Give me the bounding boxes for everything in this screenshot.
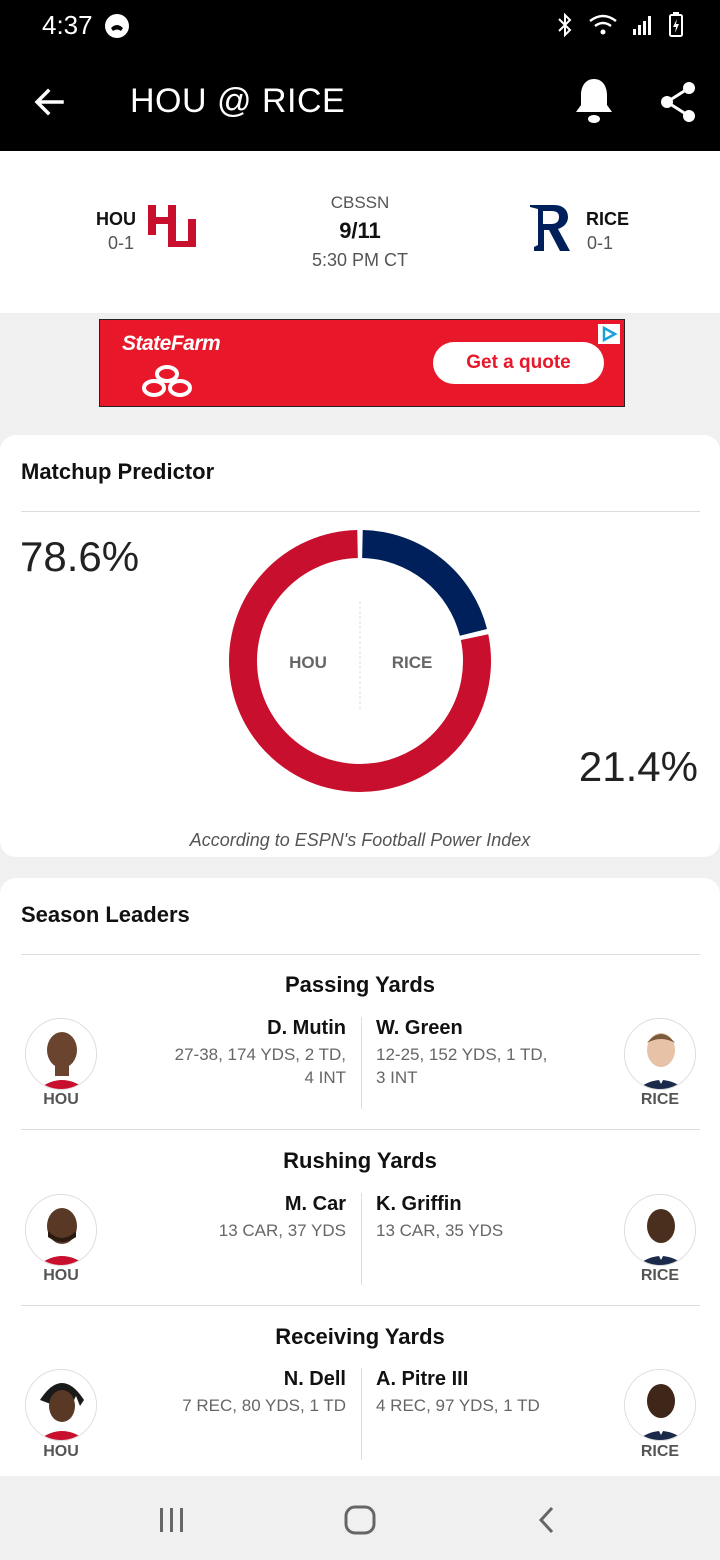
player-avatar-pitre[interactable]	[624, 1369, 696, 1441]
player-stats: 4 REC, 97 YDS, 1 TD	[376, 1396, 540, 1415]
player-avatar-car[interactable]	[25, 1194, 97, 1266]
player-team-label: HOU	[43, 1267, 79, 1284]
divider	[21, 511, 700, 512]
divider	[21, 954, 700, 955]
home-probability-arc	[361, 530, 488, 637]
home-win-pct: 21.4%	[578, 743, 698, 790]
tv-network: CBSSN	[330, 193, 390, 212]
away-team-record: 0-1	[108, 233, 135, 253]
player-team-label: RICE	[640, 1267, 680, 1284]
game-header[interactable]: HOU 0-1 CBSSN 9/11 5:30 PM CT RICE 0-1	[0, 151, 720, 313]
ad-brand: StateFarm	[122, 332, 221, 355]
status-bar: 4:37	[0, 0, 720, 52]
bell-icon[interactable]	[572, 76, 616, 126]
wifi-icon	[589, 14, 617, 35]
season-leaders-card: Season Leaders Passing Yards HOU D. Muti…	[0, 878, 720, 1476]
player-name[interactable]: K. Griffin	[376, 1193, 462, 1215]
player-name[interactable]: D. Mutin	[267, 1017, 346, 1039]
player-avatar-green[interactable]	[624, 1018, 696, 1090]
game-info: CBSSN 9/11 5:30 PM CT	[260, 193, 460, 271]
player-avatar-mutin[interactable]	[25, 1018, 97, 1090]
category-title-receiving: Receiving Yards	[275, 1324, 445, 1349]
donut-home-label: RICE	[392, 653, 433, 672]
player-stats: 7 REC, 80 YDS, 1 TD	[182, 1396, 346, 1415]
away-win-pct: 78.6%	[20, 533, 140, 580]
leader-divider	[361, 1193, 362, 1285]
bluetooth-icon	[558, 12, 572, 38]
player-stats: 12-25, 152 YDS, 1 TD, 3 INT	[376, 1045, 548, 1087]
ad-banner[interactable]: StateFarm Get a quote	[99, 319, 625, 407]
player-avatar-dell[interactable]	[25, 1369, 97, 1441]
divider	[21, 1129, 700, 1130]
recent-apps-icon[interactable]	[152, 1500, 192, 1540]
get-quote-button[interactable]: Get a quote	[433, 342, 604, 384]
game-controller-icon	[105, 14, 129, 38]
player-team-label: RICE	[640, 1443, 680, 1460]
player-avatar-griffin[interactable]	[624, 1194, 696, 1266]
fpi-note: According to ESPN's Football Power Index	[189, 830, 531, 850]
player-team-label: HOU	[43, 1443, 79, 1460]
donut-away-label: HOU	[289, 653, 327, 672]
win-probability-donut: HOU RICE	[229, 530, 491, 792]
category-title-passing: Passing Yards	[284, 972, 435, 997]
player-name[interactable]: N. Dell	[283, 1368, 346, 1390]
player-team-label: RICE	[640, 1091, 680, 1108]
system-nav-bar	[0, 1478, 720, 1560]
back-nav-icon[interactable]	[528, 1500, 568, 1540]
app-bar: HOU @ RICE	[0, 52, 720, 151]
rice-logo-icon	[530, 205, 570, 251]
category-title-rushing: Rushing Yards	[283, 1148, 437, 1173]
home-team-abbr: RICE	[586, 209, 630, 229]
game-time: 5:30 PM CT	[311, 250, 409, 270]
share-icon[interactable]	[656, 78, 700, 126]
back-arrow-icon[interactable]	[28, 80, 72, 124]
player-stats: 13 CAR, 37 YDS	[218, 1221, 346, 1240]
game-date: 9/11	[339, 218, 381, 243]
player-name[interactable]: A. Pitre III	[376, 1368, 469, 1390]
player-stats: 13 CAR, 35 YDS	[376, 1221, 504, 1240]
signal-icon	[633, 16, 651, 35]
status-icons	[556, 12, 684, 38]
leader-divider	[361, 1368, 362, 1460]
ad-choices-icon[interactable]	[598, 324, 620, 344]
status-time: 4:37	[42, 10, 93, 40]
season-leaders-title: Season Leaders	[21, 902, 190, 927]
player-team-label: HOU	[43, 1091, 79, 1108]
away-probability-arc	[229, 530, 491, 792]
home-icon[interactable]	[340, 1500, 380, 1540]
home-team-record: 0-1	[587, 233, 614, 253]
divider	[21, 1305, 700, 1306]
page-title: HOU @ RICE	[130, 82, 346, 120]
away-team-abbr: HOU	[96, 209, 136, 229]
houston-logo-icon	[148, 205, 196, 247]
matchup-predictor-card: Matchup Predictor 78.6% 21.4% HOU RICE A…	[0, 435, 720, 857]
player-name[interactable]: M. Car	[284, 1193, 346, 1215]
player-stats: 27-38, 174 YDS, 2 TD, 4 INT	[174, 1045, 346, 1087]
battery-icon	[669, 12, 683, 37]
matchup-title: Matchup Predictor	[21, 459, 215, 484]
statefarm-logo-icon	[142, 365, 192, 397]
player-name[interactable]: W. Green	[376, 1017, 463, 1039]
leader-divider	[361, 1017, 362, 1109]
